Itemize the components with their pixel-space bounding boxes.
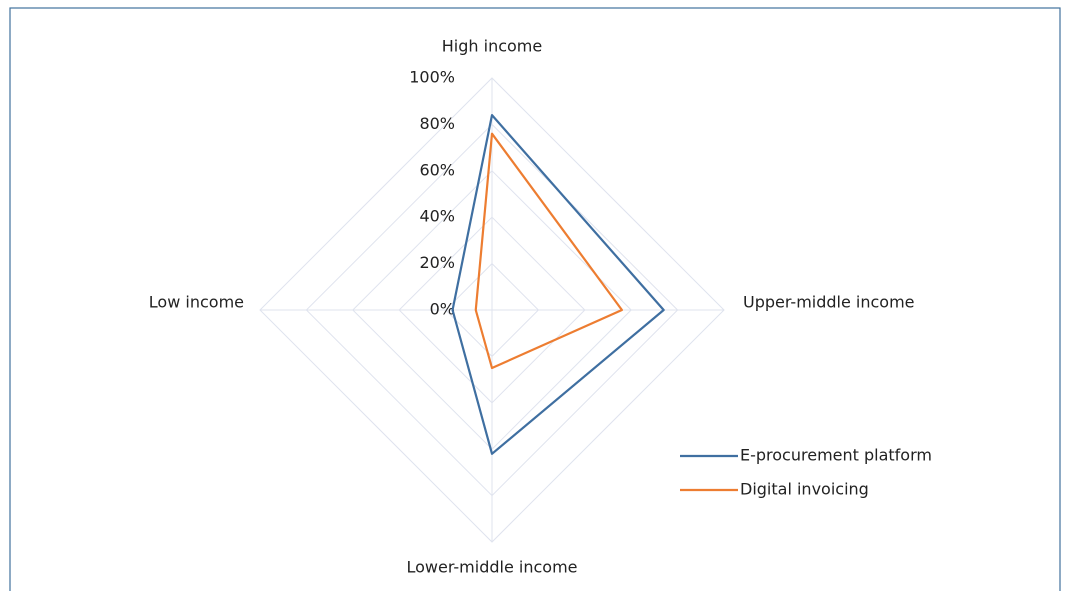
y-tick-label: 100% [409, 68, 455, 87]
category-label: Lower-middle income [407, 558, 578, 577]
y-tick-label: 40% [419, 207, 455, 226]
series-line [474, 132, 624, 370]
legend-label: E-procurement platform [740, 446, 932, 465]
chart-frame [9, 7, 1061, 591]
y-tick-label: 0% [430, 300, 455, 319]
category-label: Upper-middle income [743, 293, 915, 312]
category-label: High income [442, 37, 542, 56]
category-label: Low income [149, 293, 244, 312]
y-tick-label: 20% [419, 253, 455, 272]
y-tick-label: 60% [419, 160, 455, 179]
legend-label: Digital invoicing [740, 480, 869, 499]
series-line [451, 114, 665, 455]
y-tick-label: 80% [419, 114, 455, 133]
